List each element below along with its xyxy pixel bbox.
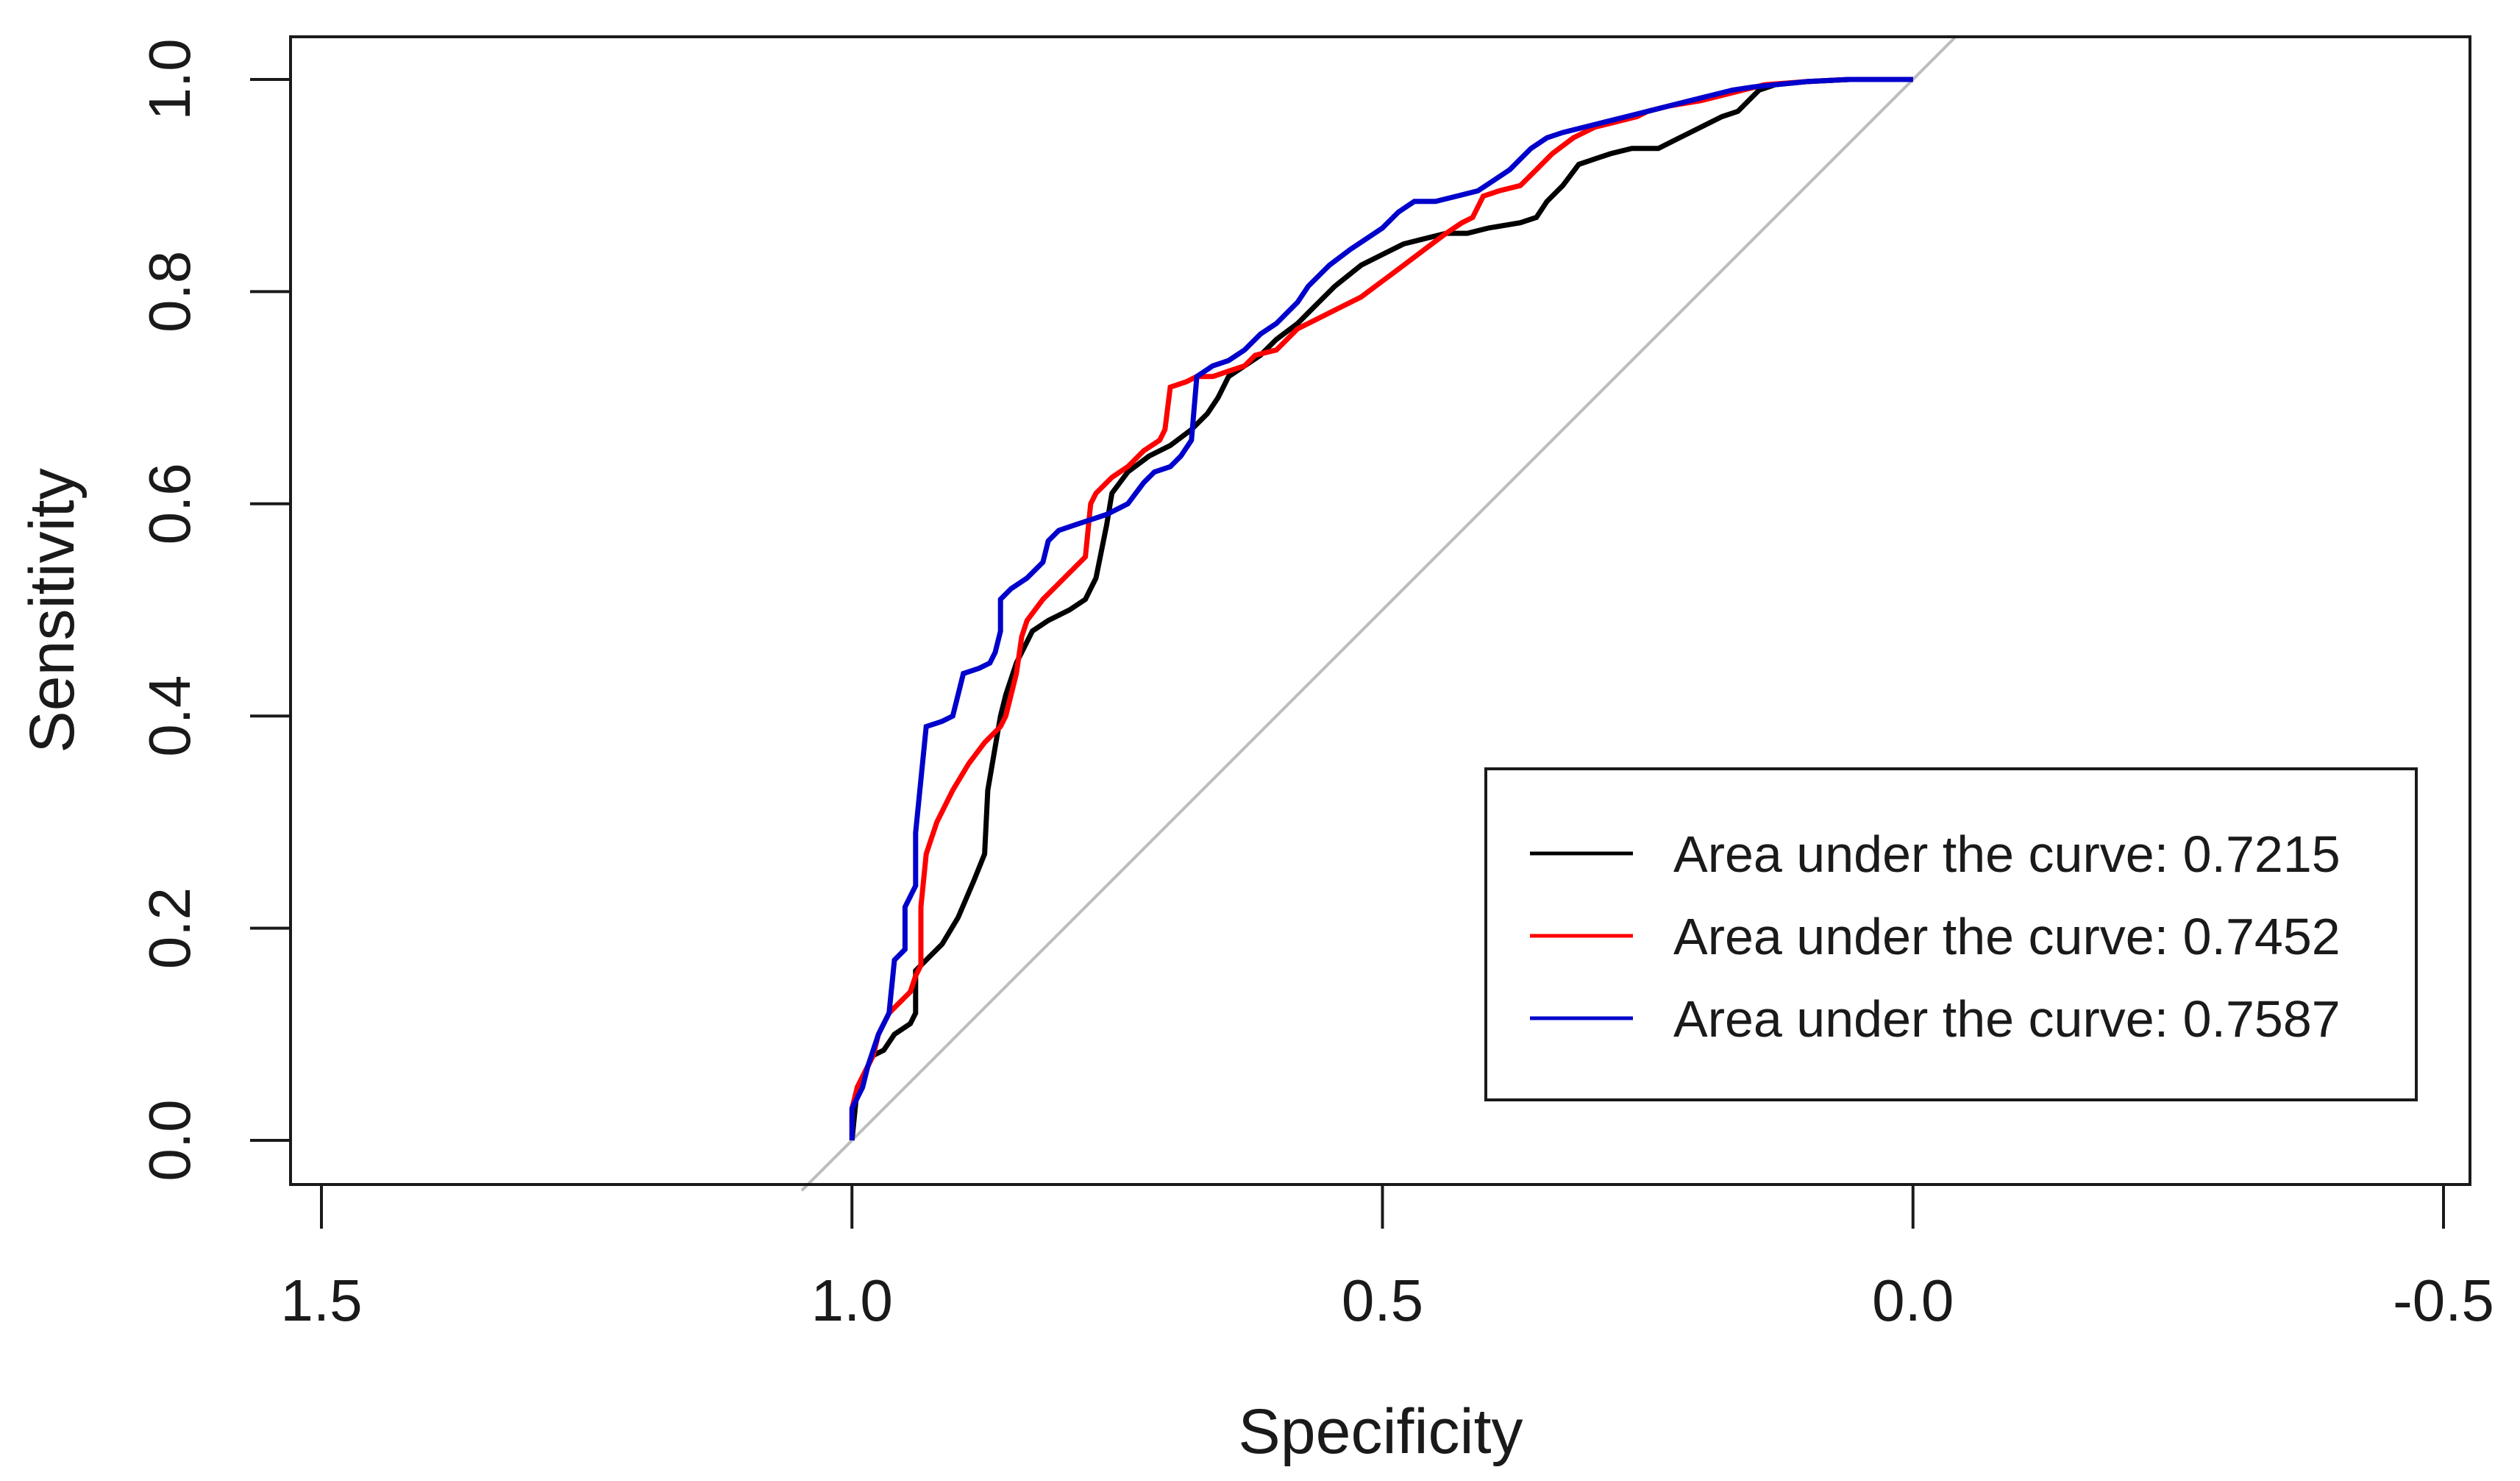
- y-axis: 0.0 0.2 0.4 0.6 0.8 1.0: [137, 38, 292, 1182]
- y-tick-label: 0.8: [137, 251, 202, 333]
- x-tick-label: -0.5: [2393, 1268, 2494, 1333]
- legend: Area under the curve: 0.7215 Area under t…: [1484, 767, 2418, 1101]
- x-tick-label: 0.0: [1872, 1268, 1954, 1333]
- legend-items: Area under the curve: 0.7215 Area under t…: [1530, 825, 2341, 1048]
- y-tick-label: 0.4: [137, 675, 202, 757]
- x-tick-label: 1.5: [280, 1268, 362, 1333]
- y-tick-label: 0.0: [137, 1099, 202, 1181]
- y-axis-title: Sensitivity: [17, 468, 88, 753]
- series-line-2: [849, 77, 1913, 1140]
- y-tick-label: 1.0: [137, 38, 202, 120]
- y-tick-label: 0.6: [137, 463, 202, 544]
- series-layer: [849, 77, 1913, 1141]
- reference-line: [800, 35, 1958, 1192]
- legend-box: [1484, 767, 2418, 1101]
- legend-label-2: Area under the curve: 0.7452: [1673, 908, 2341, 965]
- x-axis-title: Specificity: [1238, 1396, 1523, 1467]
- legend-label-3: Area under the curve: 0.7587: [1673, 990, 2341, 1048]
- series-line-3: [849, 77, 1913, 1140]
- legend-label-1: Area under the curve: 0.7215: [1673, 825, 2341, 883]
- x-axis: 1.5 1.0 0.5 0.0 -0.5: [280, 1183, 2494, 1333]
- y-tick-label: 0.2: [137, 887, 202, 969]
- x-tick-label: 1.0: [811, 1268, 893, 1333]
- x-tick-label: 0.5: [1342, 1268, 1423, 1333]
